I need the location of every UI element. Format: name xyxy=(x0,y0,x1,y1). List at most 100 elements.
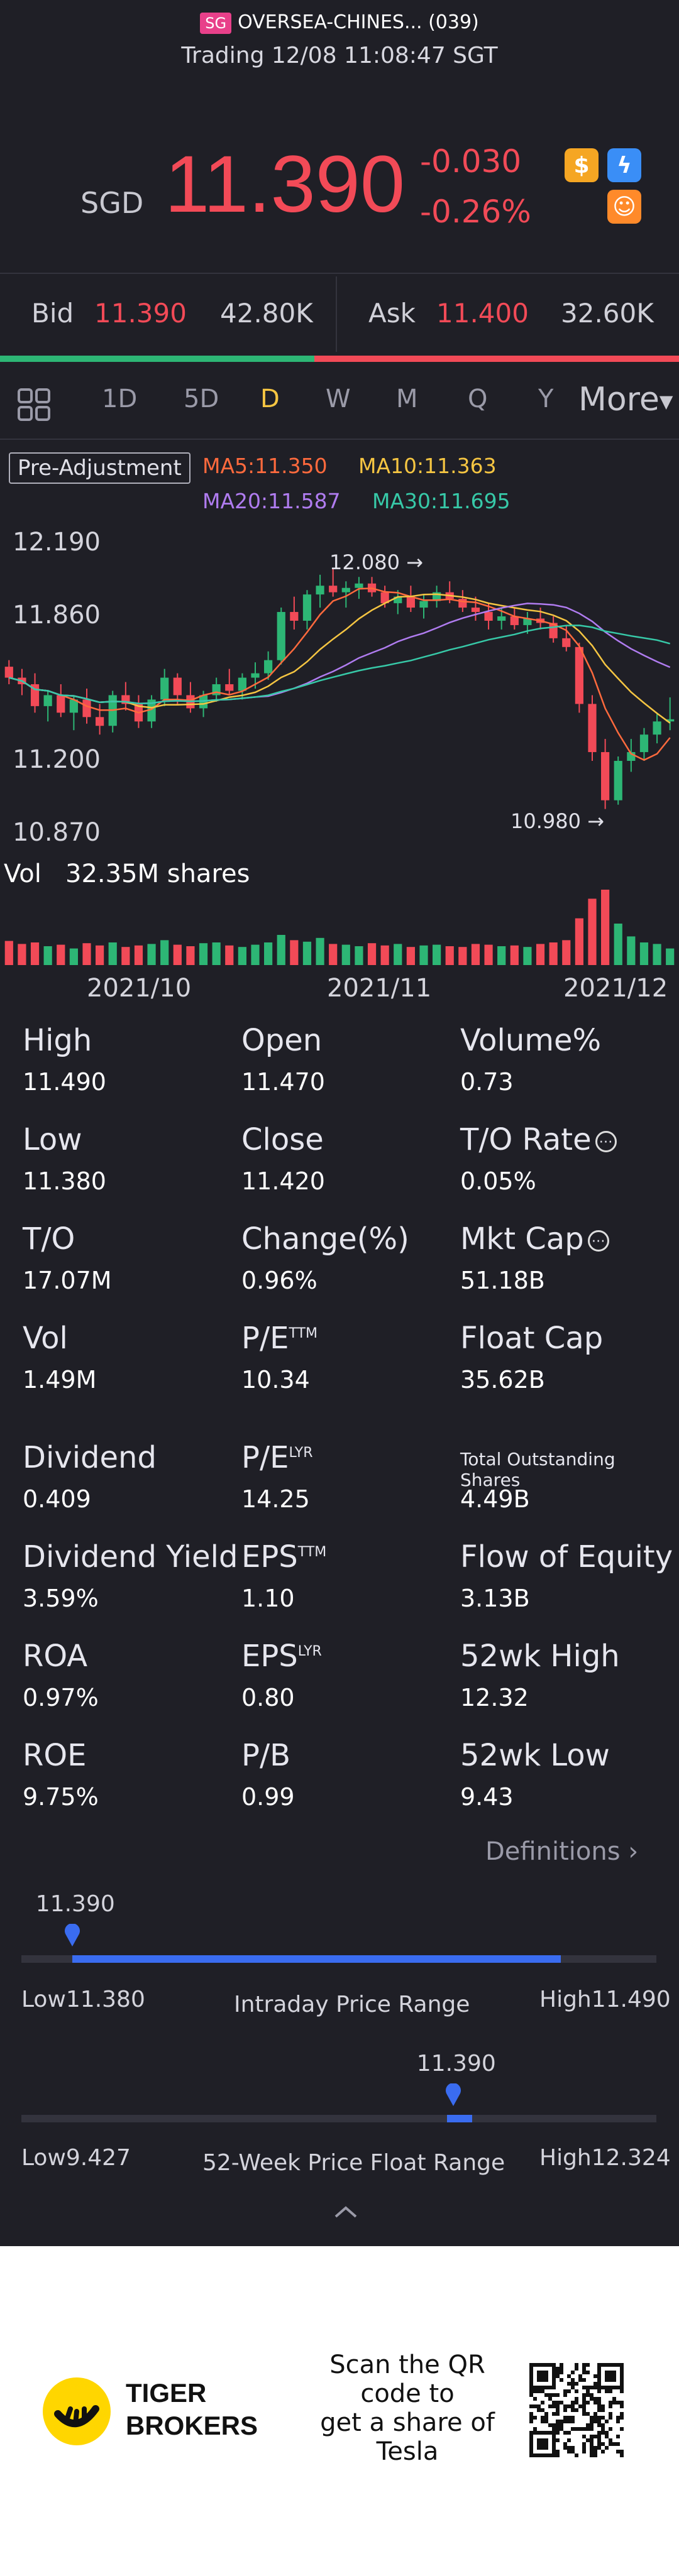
candlestick-chart[interactable] xyxy=(0,525,679,978)
candle-body xyxy=(199,695,208,709)
tab-d[interactable]: D xyxy=(260,385,280,413)
qr-module xyxy=(616,2420,620,2423)
flash-icon[interactable]: ϟ xyxy=(607,148,641,182)
stat-value: 0.97% xyxy=(23,1684,99,1711)
qr-module xyxy=(544,2363,548,2367)
qr-module xyxy=(548,2397,552,2401)
week52-range: 11.390 Low9.427 52-Week Price Float Rang… xyxy=(0,2051,679,2202)
candle-body xyxy=(69,699,78,713)
qr-module xyxy=(620,2386,624,2389)
qr-module xyxy=(560,2363,563,2367)
stat-value: 51.18B xyxy=(460,1267,545,1294)
ask-size: 32.60K xyxy=(561,298,654,329)
qr-module xyxy=(582,2408,586,2412)
volume-bar xyxy=(394,944,402,965)
stat-label-text: Vol xyxy=(23,1321,68,1356)
qr-module xyxy=(533,2431,537,2435)
info-icon[interactable]: ⋯ xyxy=(587,1230,609,1252)
qr-module xyxy=(548,2386,552,2389)
candle-body xyxy=(341,587,350,592)
tab-q[interactable]: Q xyxy=(468,385,488,413)
grid-icon[interactable] xyxy=(18,388,50,421)
tab-y[interactable]: Y xyxy=(538,385,554,413)
stat-label: Dividend Yield xyxy=(23,1539,238,1575)
ask-label: Ask xyxy=(368,298,416,329)
stat-value: 0.73 xyxy=(460,1068,514,1096)
qr-module xyxy=(537,2431,541,2435)
candle-body xyxy=(302,594,312,621)
more-tab[interactable]: More▼ xyxy=(578,381,673,418)
ma30-label: MA30:11.695 xyxy=(372,489,511,513)
volume-bar xyxy=(614,924,622,965)
qr-module xyxy=(567,2420,571,2423)
volume-bar xyxy=(277,935,285,965)
definitions-label: Definitions xyxy=(485,1837,621,1866)
qr-module xyxy=(612,2397,616,2401)
qr-module xyxy=(556,2412,560,2416)
qr-module xyxy=(616,2442,620,2446)
qr-module xyxy=(597,2408,601,2412)
stat-value: 10.34 xyxy=(241,1366,310,1394)
candle-body xyxy=(666,719,675,722)
qr-module xyxy=(616,2416,620,2420)
qr-module xyxy=(529,2389,533,2393)
qr-module xyxy=(582,2367,586,2371)
qr-module xyxy=(529,2374,533,2378)
qr-module xyxy=(620,2416,624,2420)
qr-module xyxy=(597,2374,601,2378)
definitions-link[interactable]: Definitions › xyxy=(485,1837,638,1866)
qr-module xyxy=(597,2386,601,2389)
qr-module xyxy=(529,2453,533,2457)
bid-price: 11.390 xyxy=(94,298,187,329)
volume-bar xyxy=(173,944,182,965)
qr-module xyxy=(609,2412,612,2416)
tab-m[interactable]: M xyxy=(396,385,418,413)
stat-value: 17.07M xyxy=(23,1267,112,1294)
adjustment-selector[interactable]: Pre-Adjustment xyxy=(9,452,190,484)
qr-module xyxy=(590,2386,593,2389)
tab-1d[interactable]: 1D xyxy=(102,385,138,413)
stat-label-text: ROE xyxy=(23,1738,87,1773)
qr-module xyxy=(571,2420,575,2423)
ma30-line xyxy=(8,625,671,705)
tab-w[interactable]: W xyxy=(326,385,351,413)
volume-bar xyxy=(147,944,156,965)
qr-module xyxy=(537,2446,541,2450)
stat-value: 0.99 xyxy=(241,1783,295,1811)
qr-module xyxy=(552,2450,556,2453)
candle-body xyxy=(419,601,428,608)
stat-label-text: Total Outstanding Shares xyxy=(460,1449,616,1490)
dollar-icon[interactable]: $ xyxy=(565,148,599,182)
stat-value: 12.32 xyxy=(460,1684,529,1711)
tiger-icon[interactable]: ☺ xyxy=(607,190,641,224)
stat-label-text: Low xyxy=(23,1122,82,1157)
stat-label-text: EPS xyxy=(241,1639,298,1674)
qr-module xyxy=(616,2386,620,2389)
chevron-up-icon[interactable] xyxy=(333,2203,358,2223)
stat-value: 11.490 xyxy=(23,1068,106,1096)
qr-module xyxy=(597,2431,601,2435)
qr-module xyxy=(575,2453,578,2457)
qr-module xyxy=(616,2363,620,2367)
qr-module xyxy=(593,2416,597,2420)
qr-module xyxy=(586,2427,590,2431)
promo-footer: TIGER BROKERS Scan the QR code to get a … xyxy=(0,2246,679,2576)
arrow-right-icon: → xyxy=(406,550,423,574)
volume-bar xyxy=(225,945,234,965)
volume-bar xyxy=(134,945,143,965)
vol-label: Vol xyxy=(4,860,41,888)
qr-module xyxy=(620,2450,624,2453)
bid-volume-bar xyxy=(0,356,314,362)
qr-module xyxy=(575,2401,578,2404)
candle-body xyxy=(290,612,299,621)
qr-module xyxy=(609,2374,612,2378)
ma10-label: MA10:11.363 xyxy=(358,454,497,478)
qr-module xyxy=(593,2386,597,2389)
stat-label-text: High xyxy=(23,1023,92,1058)
tab-5d[interactable]: 5D xyxy=(184,385,219,413)
qr-module xyxy=(586,2412,590,2416)
qr-code-icon[interactable] xyxy=(529,2363,624,2457)
info-icon[interactable]: ⋯ xyxy=(595,1131,617,1152)
qr-module xyxy=(552,2404,556,2408)
stat-label-sup: TTM xyxy=(297,1544,327,1560)
